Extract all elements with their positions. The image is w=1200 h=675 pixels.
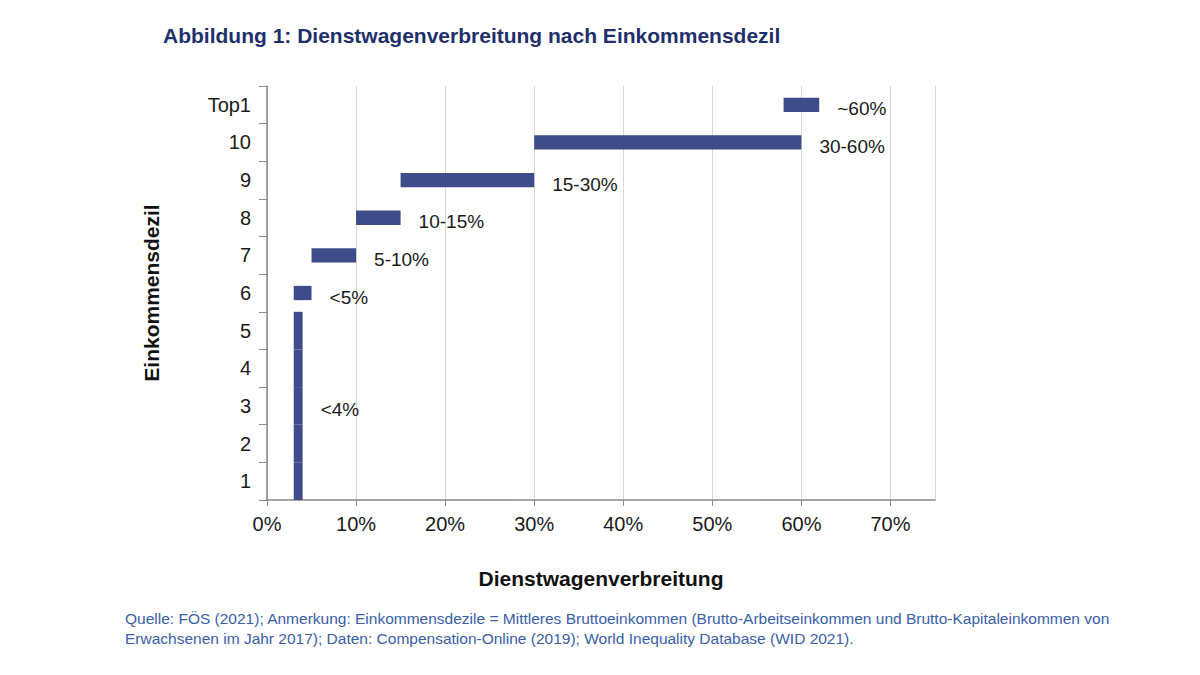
svg-text:4: 4 bbox=[240, 357, 251, 379]
svg-text:0%: 0% bbox=[253, 513, 282, 535]
svg-text:15-30%: 15-30% bbox=[552, 174, 618, 195]
svg-text:10: 10 bbox=[229, 131, 251, 153]
svg-text:9: 9 bbox=[240, 169, 251, 191]
svg-text:<4%: <4% bbox=[321, 399, 360, 420]
svg-text:70%: 70% bbox=[870, 513, 910, 535]
svg-text:2: 2 bbox=[240, 433, 251, 455]
svg-text:50%: 50% bbox=[692, 513, 732, 535]
svg-text:<5%: <5% bbox=[330, 287, 369, 308]
svg-text:1: 1 bbox=[240, 470, 251, 492]
svg-text:20%: 20% bbox=[425, 513, 465, 535]
svg-text:30-60%: 30-60% bbox=[819, 136, 885, 157]
svg-text:8: 8 bbox=[240, 207, 251, 229]
svg-text:3: 3 bbox=[240, 395, 251, 417]
svg-text:7: 7 bbox=[240, 244, 251, 266]
svg-text:Einkommensdezil: Einkommensdezil bbox=[140, 204, 163, 381]
svg-text:Top1: Top1 bbox=[208, 94, 251, 116]
svg-text:40%: 40% bbox=[603, 513, 643, 535]
svg-text:5-10%: 5-10% bbox=[374, 249, 429, 270]
svg-text:6: 6 bbox=[240, 282, 251, 304]
svg-text:60%: 60% bbox=[781, 513, 821, 535]
svg-text:10-15%: 10-15% bbox=[419, 211, 485, 232]
svg-text:Dienstwagenverbreitung: Dienstwagenverbreitung bbox=[478, 567, 723, 590]
svg-text:Abbildung 1: Dienstwagenverbre: Abbildung 1: Dienstwagenverbreitung nach… bbox=[163, 24, 780, 47]
svg-text:10%: 10% bbox=[336, 513, 376, 535]
svg-text:5: 5 bbox=[240, 320, 251, 342]
svg-text:Erwachsenen im Jahr 2017); Dat: Erwachsenen im Jahr 2017); Daten: Compen… bbox=[125, 630, 854, 647]
svg-text:~60%: ~60% bbox=[837, 98, 886, 119]
svg-text:30%: 30% bbox=[514, 513, 554, 535]
svg-text:Quelle: FÖS (2021); Anmerkung:: Quelle: FÖS (2021); Anmerkung: Einkommen… bbox=[125, 610, 1114, 627]
